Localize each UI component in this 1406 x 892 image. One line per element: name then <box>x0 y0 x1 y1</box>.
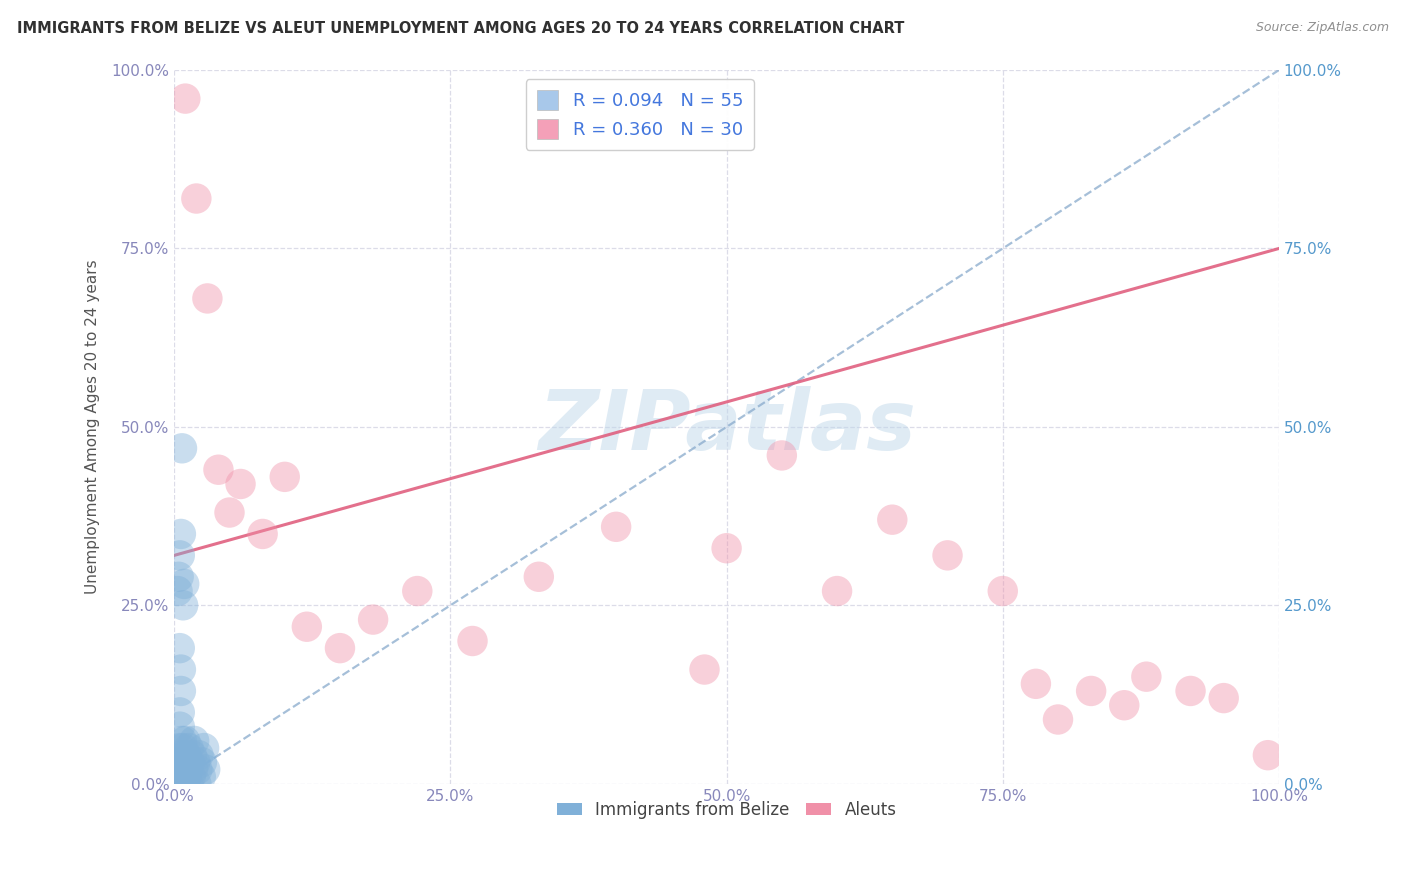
Point <box>173 777 195 791</box>
Point <box>176 770 198 784</box>
Point <box>177 741 200 756</box>
Point <box>167 770 190 784</box>
Point <box>295 620 318 634</box>
Point <box>169 741 191 756</box>
Point <box>167 570 190 584</box>
Point <box>170 756 193 770</box>
Point <box>187 748 209 763</box>
Point <box>170 770 193 784</box>
Point <box>170 663 193 677</box>
Point <box>991 584 1014 599</box>
Point <box>716 541 738 556</box>
Point <box>693 663 716 677</box>
Point <box>527 570 550 584</box>
Point <box>183 734 205 748</box>
Point <box>170 527 193 541</box>
Point <box>176 763 198 777</box>
Point <box>170 734 193 748</box>
Point <box>167 777 190 791</box>
Point <box>169 770 191 784</box>
Point <box>170 777 193 791</box>
Point <box>186 763 208 777</box>
Point <box>174 777 197 791</box>
Point <box>1046 713 1069 727</box>
Point <box>186 777 208 791</box>
Point <box>169 549 191 563</box>
Point <box>229 477 252 491</box>
Point <box>170 748 193 763</box>
Point <box>166 777 188 791</box>
Point <box>172 763 194 777</box>
Point <box>170 763 193 777</box>
Point <box>406 584 429 599</box>
Point <box>174 756 197 770</box>
Point <box>169 777 191 791</box>
Point <box>329 641 352 656</box>
Point <box>193 741 215 756</box>
Point <box>174 734 197 748</box>
Point <box>1114 698 1136 713</box>
Point <box>1180 684 1202 698</box>
Point <box>173 763 195 777</box>
Point <box>170 442 193 456</box>
Point <box>180 770 202 784</box>
Point <box>173 748 195 763</box>
Point <box>169 756 191 770</box>
Legend: Immigrants from Belize, Aleuts: Immigrants from Belize, Aleuts <box>550 794 903 825</box>
Point <box>1025 677 1047 691</box>
Point <box>174 92 197 106</box>
Text: Source: ZipAtlas.com: Source: ZipAtlas.com <box>1256 21 1389 34</box>
Point <box>1212 691 1234 706</box>
Point <box>882 513 904 527</box>
Point <box>936 549 959 563</box>
Point <box>181 748 204 763</box>
Point <box>184 756 207 770</box>
Point <box>170 777 193 791</box>
Point <box>172 599 194 613</box>
Point <box>186 192 208 206</box>
Point <box>191 756 214 770</box>
Point <box>177 777 200 791</box>
Point <box>169 720 191 734</box>
Point <box>605 520 627 534</box>
Point <box>197 292 219 306</box>
Point <box>169 706 191 720</box>
Point <box>274 470 297 484</box>
Point <box>170 770 193 784</box>
Point <box>825 584 848 599</box>
Point <box>1257 748 1279 763</box>
Point <box>170 684 193 698</box>
Y-axis label: Unemployment Among Ages 20 to 24 years: Unemployment Among Ages 20 to 24 years <box>86 260 100 594</box>
Point <box>166 584 188 599</box>
Point <box>173 577 195 591</box>
Point <box>770 449 793 463</box>
Point <box>1135 670 1157 684</box>
Point <box>361 613 384 627</box>
Point <box>461 634 484 648</box>
Point <box>179 756 201 770</box>
Point <box>190 770 212 784</box>
Point <box>169 641 191 656</box>
Point <box>181 763 204 777</box>
Point <box>172 741 194 756</box>
Point <box>176 748 198 763</box>
Point <box>1080 684 1102 698</box>
Text: ZIPatlas: ZIPatlas <box>537 386 915 467</box>
Point <box>169 763 191 777</box>
Point <box>172 777 194 791</box>
Point <box>252 527 274 541</box>
Point <box>207 463 229 477</box>
Point <box>194 763 217 777</box>
Point <box>218 506 240 520</box>
Text: IMMIGRANTS FROM BELIZE VS ALEUT UNEMPLOYMENT AMONG AGES 20 TO 24 YEARS CORRELATI: IMMIGRANTS FROM BELIZE VS ALEUT UNEMPLOY… <box>17 21 904 36</box>
